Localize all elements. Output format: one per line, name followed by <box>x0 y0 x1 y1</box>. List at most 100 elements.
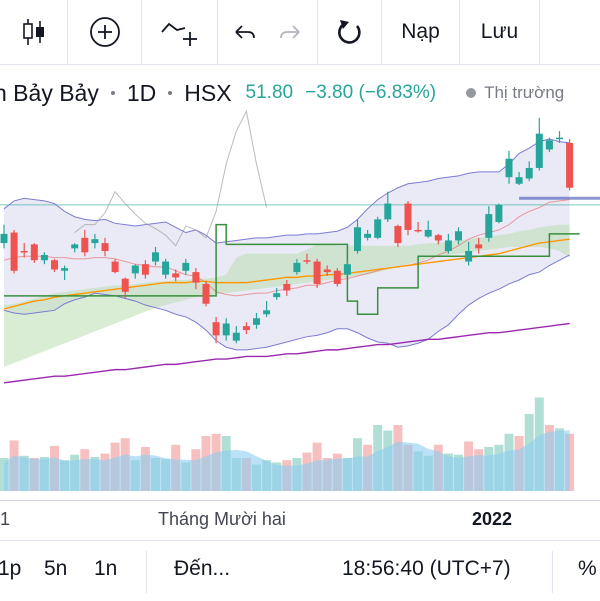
candle-body <box>192 272 200 283</box>
candle-body <box>202 283 210 304</box>
candle-body <box>545 140 553 150</box>
candle-body <box>323 269 331 273</box>
undo-redo-group <box>218 0 318 64</box>
interval-label[interactable]: 1D <box>126 79 157 106</box>
candle-body <box>222 323 230 336</box>
volume-average-area <box>4 430 570 491</box>
reload-icon <box>335 17 365 47</box>
candle-body <box>313 261 321 284</box>
toolbar-overflow[interactable] <box>540 0 600 64</box>
add-button[interactable] <box>68 0 142 64</box>
candle-body <box>505 158 513 178</box>
candle-body <box>131 265 139 274</box>
candle-body <box>465 251 473 262</box>
bottom-toolbar: 1p 5n 1n Đến... 18:56:40 (UTC+7) % <box>0 540 600 601</box>
range-button-1n[interactable]: 1n <box>94 557 118 580</box>
candle-body <box>263 310 271 315</box>
load-label: Nạp <box>401 20 440 43</box>
candle-body <box>141 264 149 275</box>
candle-body <box>283 283 291 291</box>
refresh-button[interactable] <box>318 0 382 64</box>
candle-body <box>434 235 442 241</box>
candle-body <box>384 203 392 220</box>
candle-body <box>303 260 311 262</box>
candle-body <box>495 204 503 222</box>
separator-dot <box>168 91 173 95</box>
candle-body <box>61 268 69 271</box>
candle-body <box>242 326 250 331</box>
candle-body <box>212 322 220 336</box>
candle-body <box>333 270 341 284</box>
timezone-clock[interactable]: 18:56:40 (UTC+7) <box>342 557 511 580</box>
divider <box>552 551 553 593</box>
indicators-button[interactable] <box>0 0 68 64</box>
candle-body <box>51 260 58 270</box>
candle-body <box>354 227 361 251</box>
separator-dot <box>110 91 115 95</box>
symbol-name[interactable]: n Bảy Bảy <box>0 79 99 106</box>
candle-body <box>253 318 260 325</box>
time-axis[interactable]: 1 Tháng Mười hai 2022 <box>0 500 600 539</box>
save-label: Lưu <box>480 20 519 43</box>
candle-body <box>394 225 402 244</box>
candle-body <box>485 214 493 238</box>
candle-body <box>121 278 129 292</box>
candle-body <box>414 229 422 232</box>
candle-body <box>232 332 240 341</box>
candle-body <box>273 293 281 298</box>
exchange-label: HSX <box>184 79 232 106</box>
goto-date-button[interactable]: Đến... <box>174 557 231 580</box>
price-change: −3.80 (−6.83%) <box>305 82 437 103</box>
candle-body <box>424 229 432 237</box>
candle-body <box>10 232 18 271</box>
candle-body <box>111 261 119 273</box>
candle-body <box>374 219 382 238</box>
save-button[interactable]: Lưu <box>460 0 540 64</box>
redo-arrow-icon[interactable] <box>279 20 305 44</box>
candle-body <box>343 264 351 275</box>
candle-body <box>535 133 543 168</box>
candle-body <box>162 261 170 275</box>
time-axis-label: 1 <box>0 509 11 529</box>
candle-body <box>404 203 412 230</box>
load-button[interactable]: Nạp <box>382 0 460 64</box>
range-button-5n[interactable]: 5n <box>44 557 68 580</box>
candle-body <box>475 244 483 249</box>
candle-body <box>30 244 38 261</box>
moving-average-purple <box>3 322 570 384</box>
candle-body <box>101 243 109 251</box>
candle-body <box>364 233 372 238</box>
price-chart[interactable] <box>0 106 600 500</box>
range-button-1p[interactable]: 1p <box>0 557 22 580</box>
time-axis-label: 2022 <box>472 509 513 529</box>
market-status-label: Thị trường <box>484 83 565 102</box>
candle-body <box>515 177 523 184</box>
market-status: Thị trường <box>466 83 564 103</box>
top-toolbar: Nạp Lưu <box>0 0 600 65</box>
candle-body <box>172 273 180 278</box>
market-status-dot-icon <box>466 88 477 98</box>
bollinger-lower-line <box>3 254 570 351</box>
candle-body <box>293 262 301 273</box>
candle-body <box>566 142 574 188</box>
symbol-legend: n Bảy Bảy 1D HSX 51.80 −3.80 (−6.83%) Th… <box>0 76 600 110</box>
plus-circle-icon <box>89 16 121 48</box>
candle-body <box>71 244 79 249</box>
candle-body <box>81 237 89 253</box>
candle-body <box>91 239 99 244</box>
undo-arrow-icon[interactable] <box>230 20 256 44</box>
candle-body <box>556 137 563 140</box>
candlestick-icon <box>20 17 48 47</box>
candle-body <box>444 240 452 251</box>
candle-body <box>40 254 48 261</box>
ichimoku-lagging-line <box>74 109 268 247</box>
last-price: 51.80 <box>245 82 294 103</box>
time-axis-label: Tháng Mười hai <box>158 509 286 529</box>
percent-scale-button[interactable]: % <box>578 557 597 580</box>
candle-body <box>455 231 462 241</box>
candle-body <box>0 233 8 244</box>
compare-button[interactable] <box>142 0 218 64</box>
divider <box>146 551 147 593</box>
candle-body <box>182 262 190 271</box>
candle-body <box>525 167 533 179</box>
